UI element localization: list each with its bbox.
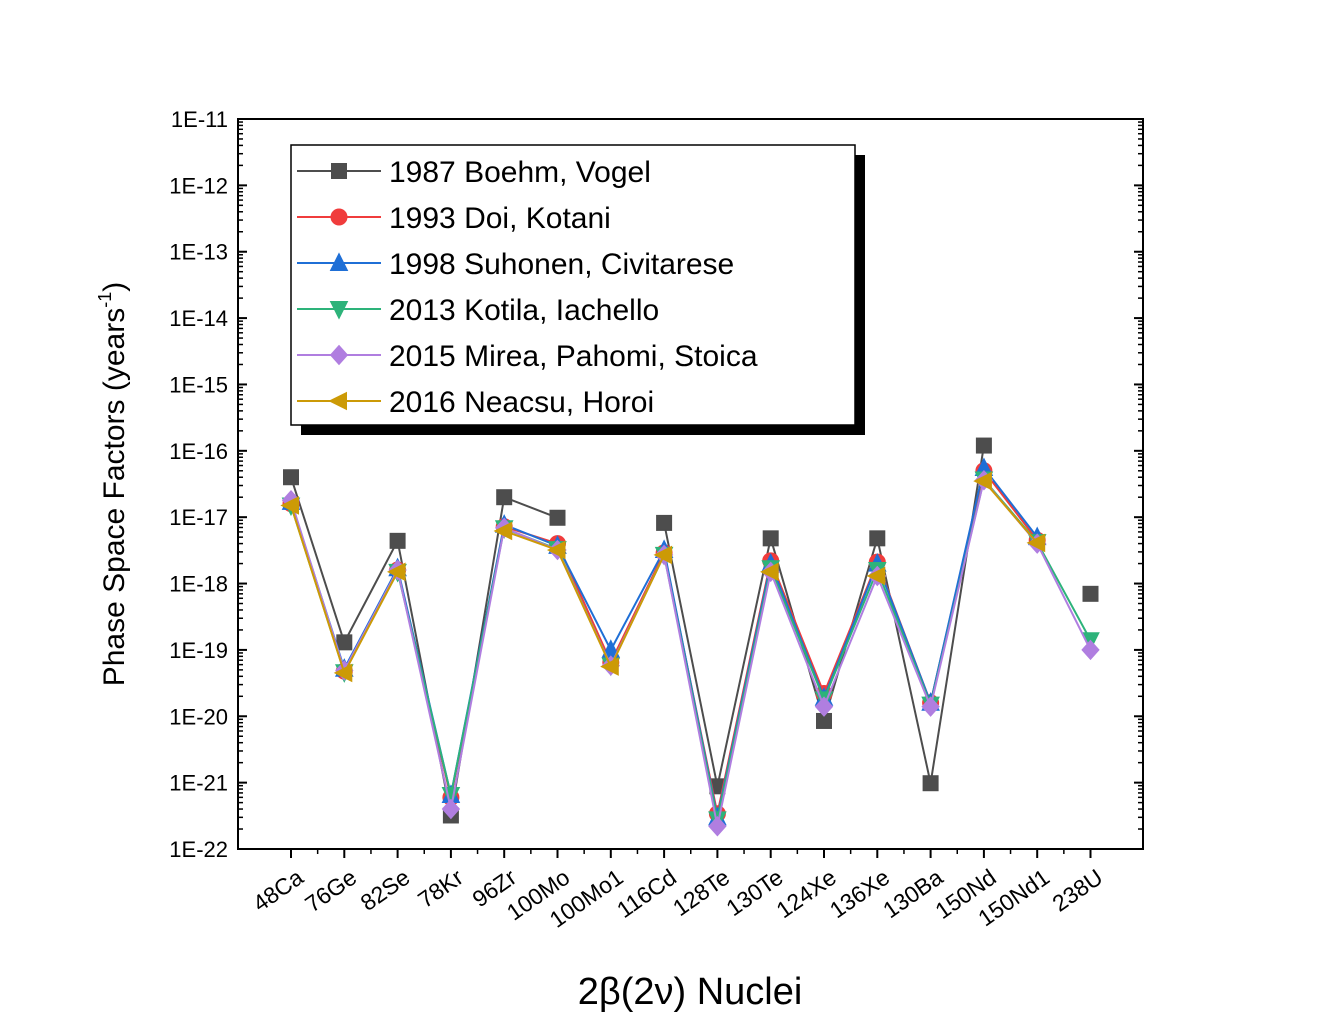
legend-marker [329,344,349,366]
series-line [983,480,1038,544]
y-tick-label: 1E-17 [169,505,228,530]
legend: 1987 Boehm, Vogel 1993 Doi, Kotani 1998 Su… [290,144,865,435]
legend-marker [329,301,349,320]
data-point [333,663,353,683]
y-tick-label: 1E-15 [169,372,228,397]
y-tick-label: 1E-16 [169,439,228,464]
legend-marker [329,252,349,271]
x-tick-label: 238U [1047,864,1107,917]
legend-marker [331,163,347,179]
data-point [656,514,673,531]
legend-marker [330,208,348,226]
legend-label: 1993 Doi, Kotani [389,202,611,235]
y-tick-label: 1E-19 [169,638,228,663]
data-point [1082,585,1099,602]
x-tick-label: 116Cd [612,864,681,923]
data-point [280,496,299,515]
data-point [708,816,727,837]
y-tick-label: 1E-11 [171,107,228,132]
legend-entry: 1998 Suhonen, Civitarese [297,248,734,281]
data-point [283,469,299,486]
y-tick-label: 1E-21 [169,771,228,796]
legend-entry: 1987 Boehm, Vogel [297,156,651,189]
data-point [441,798,461,820]
x-axis-label: 2β(2ν) Nuclei [578,971,803,1013]
y-tick-label: 1E-18 [169,572,228,597]
legend-box [290,144,856,426]
y-tick-label: 1E-13 [169,240,228,265]
y-axis-label: Phase Space Factors (years-1) [95,282,131,687]
data-point [1081,639,1100,661]
data-point [921,696,940,717]
x-tick-label: 78Kr [413,864,468,913]
legend-entry: 2013 Kotila, Iachello [297,294,659,327]
x-tick-label: 76Ge [300,864,361,918]
x-tick-label: 82Se [356,864,415,916]
data-point [549,509,566,526]
data-point [922,775,939,792]
data-point [389,532,406,549]
series-line [290,478,1092,827]
series-6 [280,471,1046,683]
legend-entry: 2015 Mirea, Pahomi, Stoica [297,340,758,373]
data-point [760,562,779,582]
data-point [336,634,353,651]
data-point [762,530,779,547]
legend-label: 1998 Suhonen, Civitarese [389,248,734,281]
legend-label: 1987 Boehm, Vogel [389,156,651,189]
y-tick-label: 1E-20 [169,704,228,729]
data-point [814,696,834,717]
data-point [973,471,992,491]
series-line [503,530,666,669]
data-point [866,566,886,586]
series-line [663,445,985,787]
data-point [546,540,566,560]
data-point [975,437,992,454]
data-point [653,545,673,565]
data-point [496,489,513,506]
y-tick-label: 1E-14 [169,306,228,331]
data-point [493,521,513,541]
data-point [1026,533,1046,553]
series-3 [281,457,1047,826]
x-tick-label: 136Xe [825,864,894,923]
series-1 [283,437,1099,824]
y-tick-label: 1E-22 [169,837,228,862]
y-axis-ticks: 1E-22 1E-21 1E-20 1E-19 1E-18 1E-17 1E-16 1E-15… [169,107,1143,862]
data-point [600,657,619,676]
data-point [869,530,886,547]
legend-marker [328,391,347,411]
x-tick-label: 130Ba [878,864,948,924]
legend-entry: 2016 Neacsu, Horoi [297,386,654,419]
y-tick-label: 1E-12 [169,173,228,198]
legend-label: 2016 Neacsu, Horoi [389,386,654,419]
series-lines [280,437,1100,837]
legend-label: 2013 Kotila, Iachello [389,294,659,327]
data-point [386,562,406,582]
legend-entry: 1993 Doi, Kotani [297,202,611,235]
x-tick-label: 48Ca [248,864,308,917]
x-tick-label: 124Xe [771,864,840,923]
series-line [290,476,558,816]
x-tick-label: 128Te [668,864,734,921]
legend-label: 2015 Mirea, Pahomi, Stoica [389,340,758,373]
